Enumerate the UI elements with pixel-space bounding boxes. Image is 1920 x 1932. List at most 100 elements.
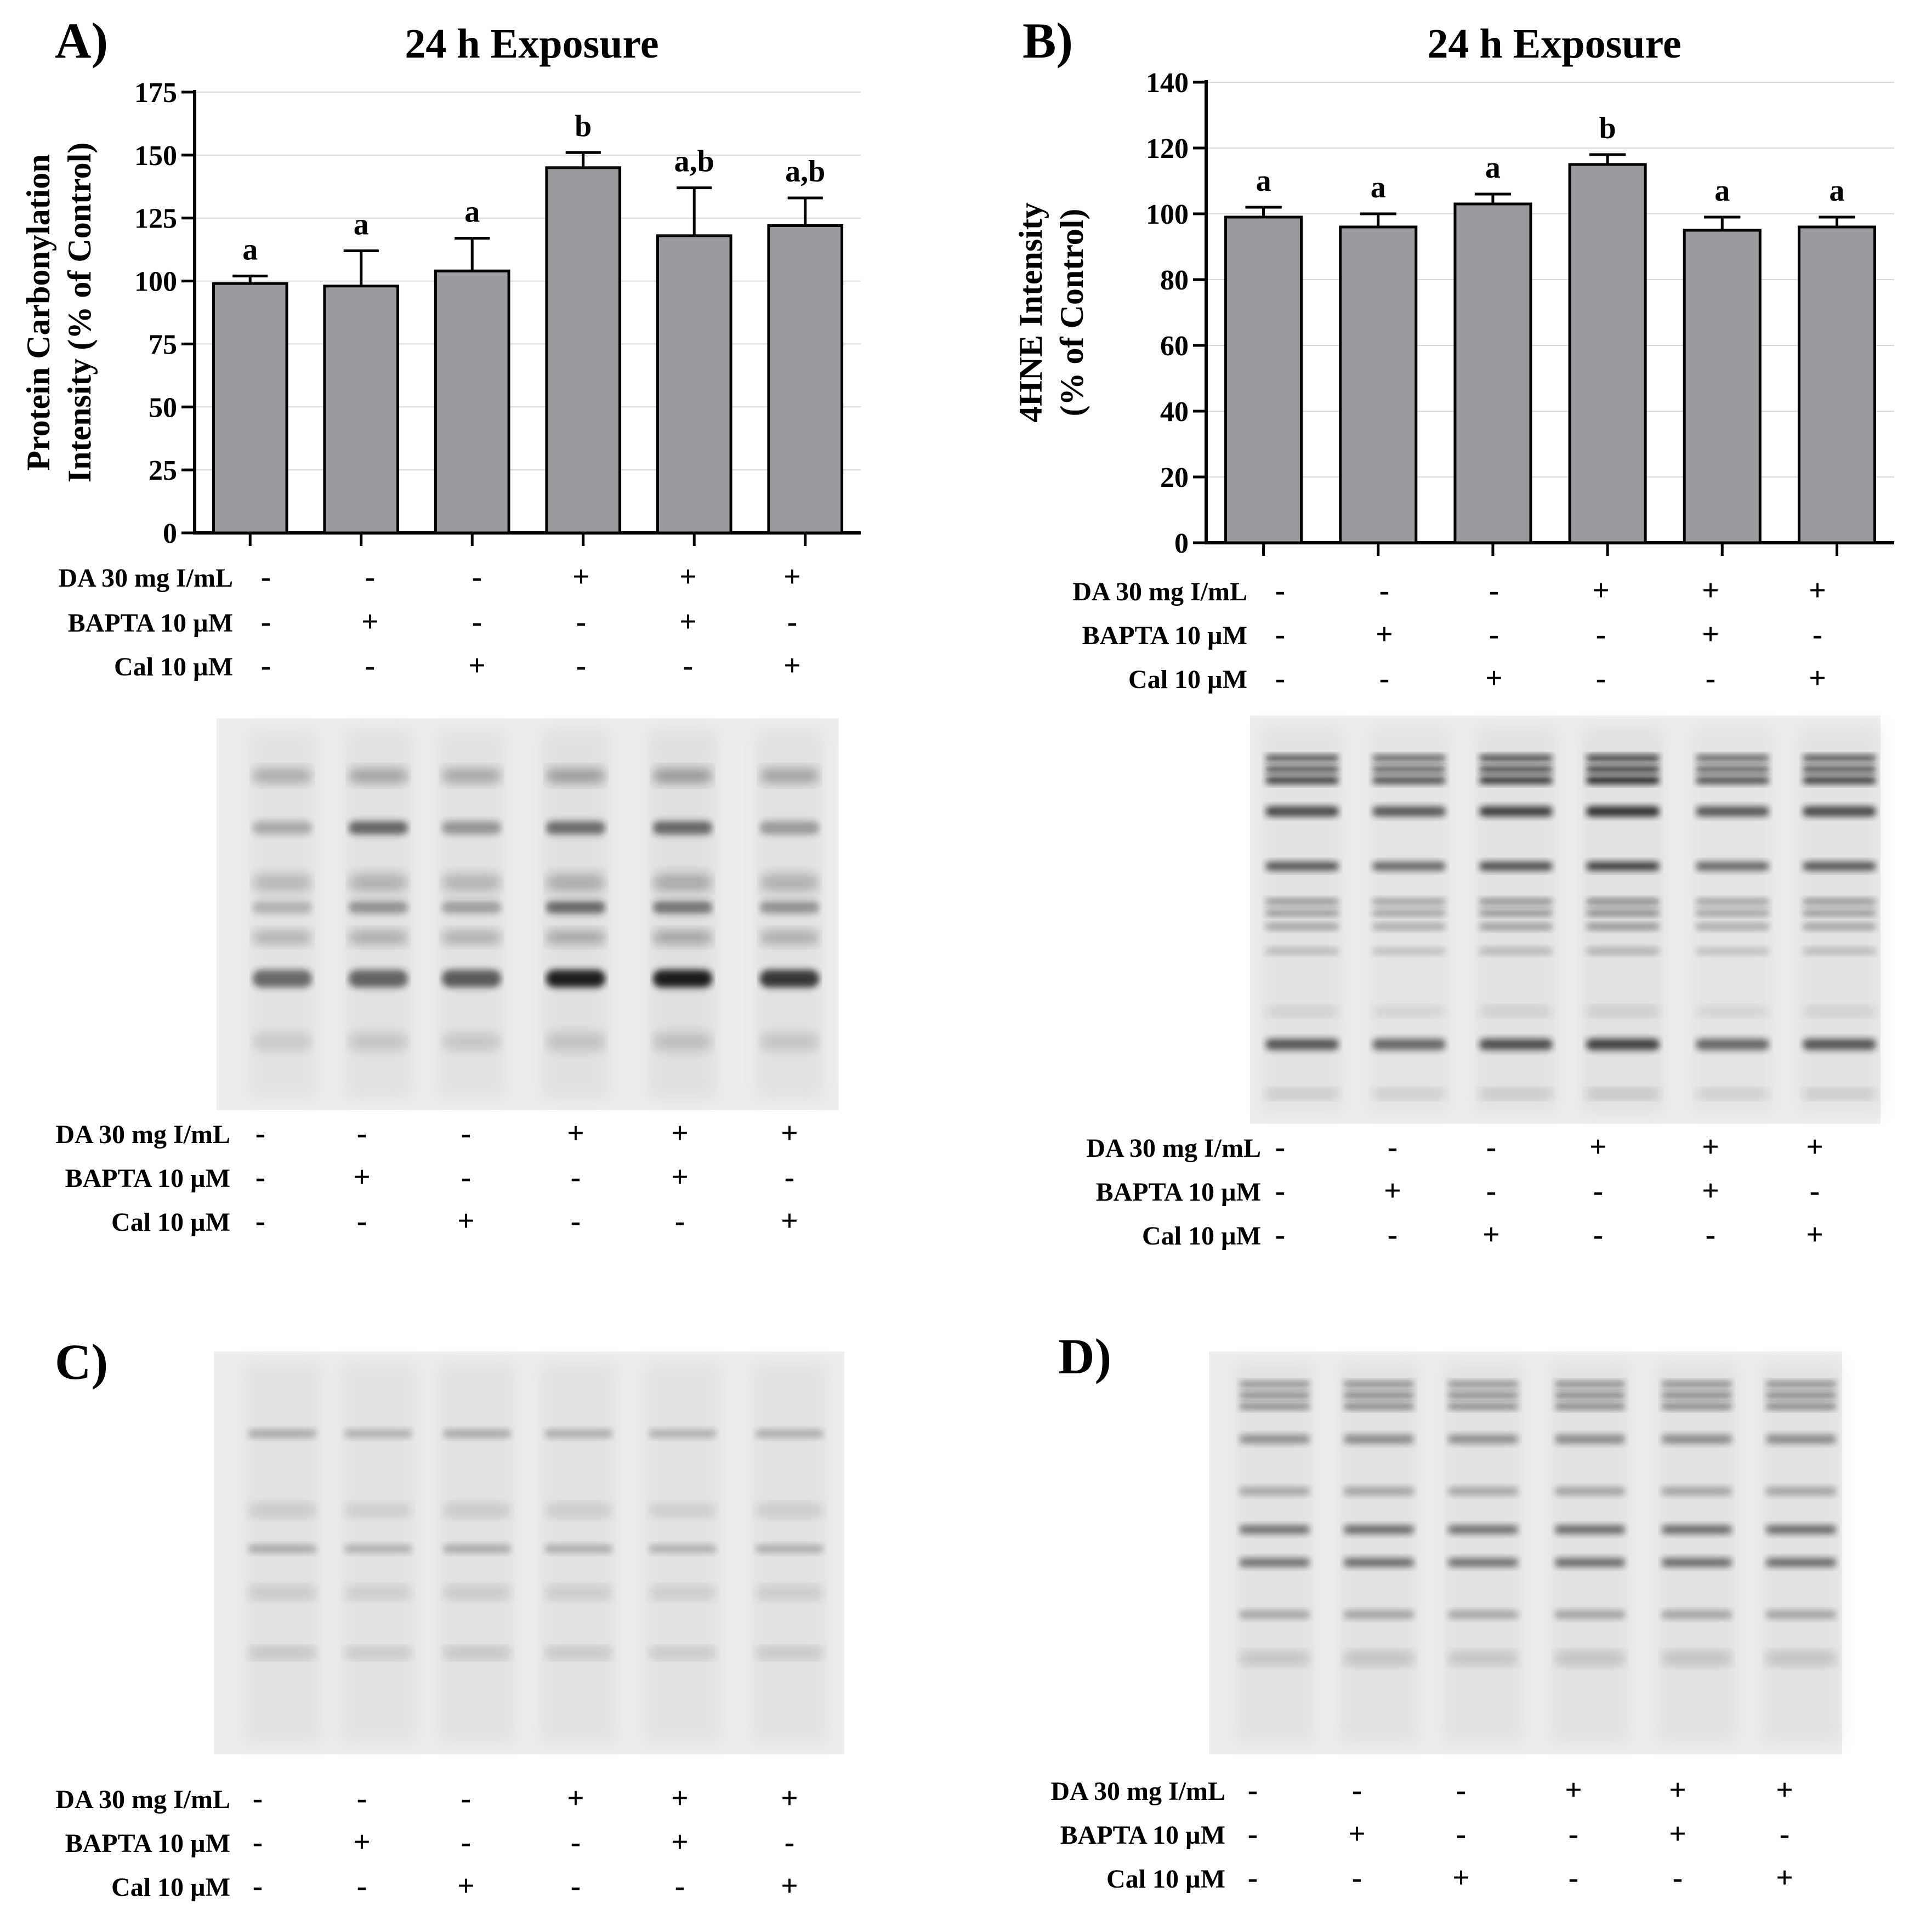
- blot-band: [1372, 1008, 1446, 1015]
- condition-sign: -: [1706, 1218, 1715, 1251]
- condition-label: BAPTA 10 µM: [1060, 1821, 1225, 1850]
- chart-a-title: 24 h Exposure: [405, 21, 658, 67]
- blot-band: [348, 970, 408, 987]
- blot-band: [252, 970, 313, 987]
- blot-background: [217, 718, 839, 1110]
- blot-band: [441, 970, 502, 987]
- blot-band: [1479, 1008, 1553, 1015]
- blot-band: [1803, 1039, 1876, 1050]
- chart-0-significance-letter: a,b: [785, 155, 825, 189]
- condition-sign: -: [1275, 573, 1285, 607]
- chart-0-significance-letter: a,b: [674, 145, 714, 179]
- blot-band: [1265, 899, 1339, 905]
- blot-band: [1586, 776, 1660, 784]
- blot-band: [441, 769, 502, 782]
- condition-sign: +: [572, 560, 589, 593]
- blot-band: [546, 874, 606, 891]
- condition-sign: +: [781, 1869, 798, 1902]
- condition-sign: -: [1352, 1861, 1362, 1894]
- condition-sign: +: [781, 1204, 798, 1237]
- chart-a-ylabel-line2: Intensity (% of Control): [61, 143, 98, 483]
- condition-sign: -: [357, 1204, 367, 1237]
- blot-band: [1372, 923, 1446, 930]
- blot-band: [1586, 862, 1660, 871]
- blot-band: [441, 901, 502, 913]
- blot-band: [1696, 862, 1769, 871]
- blot-band: [1765, 1653, 1837, 1664]
- blot-band: [1765, 1487, 1837, 1495]
- blot-band: [252, 1033, 313, 1050]
- condition-sign: +: [671, 1160, 688, 1194]
- blot-band: [1265, 766, 1339, 772]
- condition-sign: -: [357, 1116, 367, 1150]
- blot-band: [1265, 1008, 1339, 1015]
- blot-band: [348, 769, 408, 782]
- blot-band: [1586, 899, 1660, 905]
- blot-band: [1765, 1403, 1837, 1410]
- blot-band: [1447, 1487, 1519, 1495]
- blot-lane-smear: [1475, 726, 1557, 1113]
- chart-1-ytick-label: 100: [1146, 199, 1189, 230]
- blot-lane-smear: [1798, 726, 1881, 1113]
- condition-sign: -: [253, 1781, 263, 1815]
- blot-band: [755, 1545, 823, 1553]
- condition-label: BAPTA 10 µM: [68, 609, 233, 638]
- chart-1-significance-letter: a: [1829, 174, 1844, 208]
- chart-0-ytick-label: 50: [149, 392, 177, 423]
- blot-band: [1803, 1008, 1876, 1015]
- blot-band: [649, 1505, 717, 1516]
- blot-band: [1343, 1381, 1415, 1388]
- blot-lane-smear: [540, 1362, 617, 1743]
- condition-sign: +: [1384, 1174, 1401, 1207]
- blot-band: [759, 821, 820, 834]
- blot-band: [1265, 862, 1339, 871]
- blot-band: [1661, 1403, 1732, 1410]
- blot-lane-smear: [1550, 1362, 1630, 1743]
- condition-sign: -: [461, 1116, 471, 1150]
- condition-sign: -: [1593, 1218, 1603, 1251]
- chart-0-significance-letter: a: [354, 207, 369, 241]
- condition-sign: +: [361, 605, 378, 638]
- condition-sign: -: [571, 1160, 581, 1194]
- condition-sign: +: [1589, 1130, 1606, 1163]
- chart-a: Protein Carbonylation Intensity (% of Co…: [20, 77, 861, 549]
- condition-label: Cal 10 µM: [114, 652, 233, 681]
- blot-band: [1696, 948, 1769, 954]
- condition-sign: -: [1596, 661, 1606, 695]
- condition-label: BAPTA 10 µM: [1096, 1178, 1261, 1207]
- condition-sign: -: [1379, 573, 1389, 607]
- chart-0-bar: [767, 224, 844, 535]
- blot-band: [248, 1505, 316, 1516]
- blot-band: [652, 931, 713, 944]
- blot-band: [1265, 1090, 1339, 1098]
- blot-band: [1372, 806, 1446, 816]
- condition-sign: -: [1248, 1861, 1258, 1894]
- condition-label: BAPTA 10 µM: [65, 1829, 230, 1858]
- blot-band: [1661, 1611, 1732, 1618]
- blot-band: [1696, 1039, 1769, 1050]
- blot-band: [652, 970, 713, 987]
- chart-a-ylabel-line1: Protein Carbonylation: [20, 154, 56, 470]
- condition-sign: -: [1456, 1773, 1466, 1806]
- blot-band: [1343, 1392, 1415, 1399]
- condition-label: DA 30 mg I/mL: [1050, 1777, 1225, 1806]
- condition-sign: -: [1486, 1174, 1496, 1207]
- condition-sign: -: [261, 560, 271, 593]
- blot-band: [546, 821, 606, 834]
- condition-sign: +: [567, 1781, 584, 1815]
- condition-label: Cal 10 µM: [1128, 665, 1247, 694]
- blot-lane-smear: [1339, 1362, 1419, 1743]
- condition-tables: DA 30 mg I/mL - - - + + +BAPTA 10 µM - + - - + -Cal …: [55, 560, 1826, 1902]
- condition-sign: +: [1702, 1130, 1719, 1163]
- blot-band: [1586, 806, 1660, 816]
- blot-band: [546, 970, 606, 987]
- blot-band: [348, 931, 408, 944]
- blot-band: [1265, 755, 1339, 762]
- blot-band: [1661, 1487, 1732, 1495]
- blot-band: [1803, 766, 1876, 772]
- blot-band: [1265, 776, 1339, 784]
- condition-sign: -: [576, 649, 586, 682]
- blot-band: [1661, 1435, 1732, 1444]
- condition-sign: +: [1809, 661, 1826, 695]
- chart-0-significance-letter: b: [575, 109, 592, 143]
